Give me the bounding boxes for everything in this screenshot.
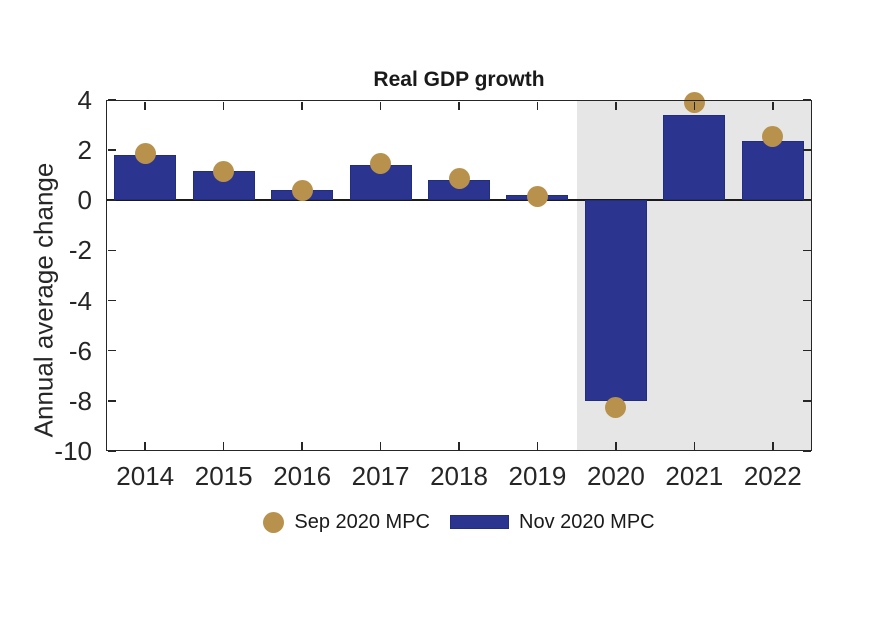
x-tick-bottom-2020 xyxy=(615,441,617,450)
x-tick-bottom-2015 xyxy=(222,441,225,450)
y-tick-left-4 xyxy=(107,99,116,101)
dot-2015 xyxy=(213,160,235,182)
y-tick-label-2: 2 xyxy=(77,135,92,166)
dot-2019 xyxy=(526,186,548,208)
y-tick-right-0 xyxy=(802,199,811,202)
y-tick-left--4 xyxy=(107,299,116,302)
y-tick-left--10 xyxy=(107,450,116,452)
x-tick-label-2016: 2016 xyxy=(273,461,332,491)
y-tick-label-4: 4 xyxy=(77,85,92,115)
x-tick-top-2014 xyxy=(144,101,146,110)
x-tick-label-2019: 2019 xyxy=(508,461,567,491)
x-tick-top-2021 xyxy=(693,101,696,110)
y-tick-right--6 xyxy=(802,349,811,352)
zero-line xyxy=(106,199,812,202)
y-tick-label--8: -8 xyxy=(68,385,92,416)
x-tick-top-2018 xyxy=(458,101,460,110)
x-tick-top-2015 xyxy=(222,101,225,110)
legend-square-marker xyxy=(450,515,509,529)
y-tick-label--6: -6 xyxy=(68,335,92,366)
legend-item-1: Sep 2020 MPC xyxy=(263,511,430,534)
y-tick-right-2 xyxy=(802,149,811,151)
axis-frame xyxy=(106,100,812,451)
y-tick-label--2: -2 xyxy=(68,235,92,266)
x-tick-top-2016 xyxy=(301,101,303,110)
x-tick-bottom-2022 xyxy=(772,441,774,450)
legend-label-1: Sep 2020 MPC xyxy=(294,510,430,533)
y-tick-right--10 xyxy=(802,450,811,452)
x-tick-top-2019 xyxy=(536,101,539,110)
x-tick-label-2015: 2015 xyxy=(194,461,253,491)
x-tick-label-2020: 2020 xyxy=(586,461,645,491)
y-tick-left--2 xyxy=(107,249,116,252)
legend: Sep 2020 MPC Nov 2020 MPC xyxy=(106,507,812,537)
x-tick-label-2021: 2021 xyxy=(665,461,724,491)
legend-item-2: Nov 2020 MPC xyxy=(450,511,655,534)
dot-2016 xyxy=(291,179,313,201)
dot-2018 xyxy=(448,168,470,190)
y-tick-left--6 xyxy=(107,349,116,352)
legend-label-2: Nov 2020 MPC xyxy=(519,510,655,533)
y-tick-left-2 xyxy=(107,149,116,151)
x-tick-label-2017: 2017 xyxy=(351,461,410,491)
y-tick-right-4 xyxy=(802,99,811,101)
y-tick-left-0 xyxy=(107,199,116,202)
x-tick-bottom-2016 xyxy=(301,441,303,450)
y-tick-label-0: 0 xyxy=(77,185,92,216)
dot-2020 xyxy=(605,396,627,418)
y-tick-right--8 xyxy=(802,400,811,402)
x-tick-top-2020 xyxy=(615,101,617,110)
dot-2014 xyxy=(134,143,156,165)
x-tick-bottom-2014 xyxy=(144,441,146,450)
legend-circle-marker xyxy=(263,511,285,533)
plot-area xyxy=(106,92,812,452)
x-tick-bottom-2021 xyxy=(693,441,696,450)
x-tick-top-2017 xyxy=(379,101,382,110)
y-tick-label--4: -4 xyxy=(68,285,92,316)
x-tick-bottom-2017 xyxy=(379,441,382,450)
y-tick-left--8 xyxy=(107,400,116,402)
bar-2022 xyxy=(741,141,804,201)
y-tick-label--10: -10 xyxy=(54,436,92,466)
chart-title: Real GDP growth xyxy=(373,68,545,91)
y-tick-right--2 xyxy=(802,249,811,252)
dot-2017 xyxy=(370,153,392,175)
x-tick-label-2022: 2022 xyxy=(743,461,802,491)
x-tick-bottom-2019 xyxy=(536,441,539,450)
bar-2020 xyxy=(584,200,647,401)
x-tick-label-2014: 2014 xyxy=(116,461,175,491)
x-tick-label-2018: 2018 xyxy=(430,461,488,491)
dot-2022 xyxy=(762,125,784,147)
y-tick-right--4 xyxy=(802,299,811,302)
x-tick-bottom-2018 xyxy=(458,441,460,450)
x-tick-top-2022 xyxy=(772,101,774,110)
bar-2021 xyxy=(663,115,726,201)
